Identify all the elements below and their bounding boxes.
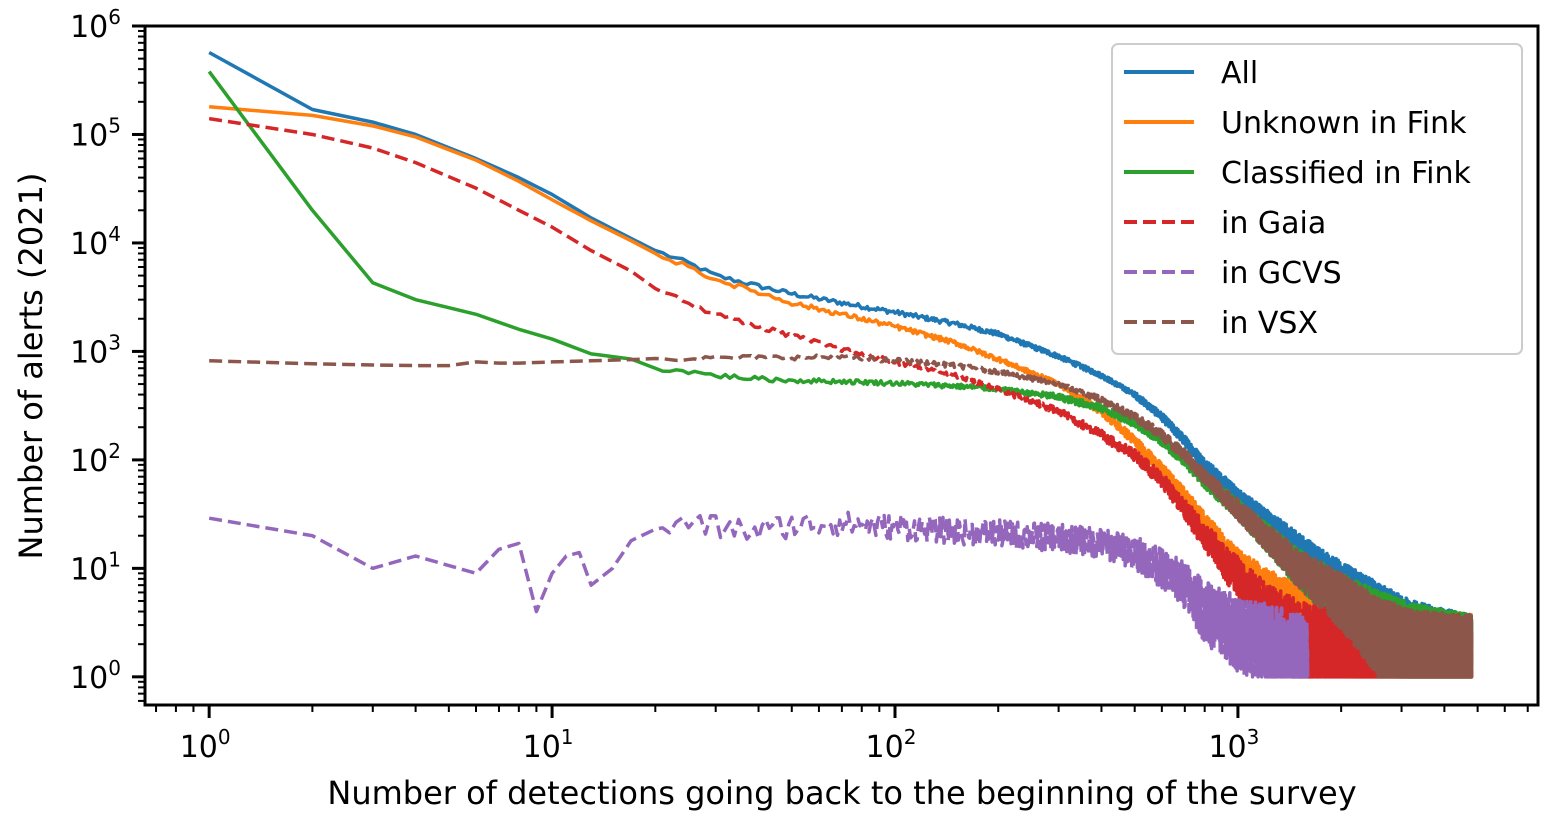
legend-frame: [1111, 43, 1523, 355]
x-tick-label: 102: [866, 725, 917, 765]
x-tick-label: 100: [180, 725, 231, 765]
legend-label: Classified in Fink: [1221, 156, 1472, 191]
series-layer: [207, 50, 1474, 679]
x-tick-label: 101: [523, 725, 574, 765]
legend: All Unknown in Fink Classified in Fink in G…: [1111, 43, 1523, 355]
x-axis-title: Number of detections going back to the b…: [327, 774, 1356, 812]
y-axis-title: Number of alerts (2021): [12, 173, 50, 560]
y-tick-label: 105: [70, 113, 121, 153]
y-tick-label: 104: [70, 222, 121, 262]
legend-label: Unknown in Fink: [1221, 106, 1467, 141]
x-tick-label: 103: [1208, 725, 1259, 765]
legend-label: in GCVS: [1221, 256, 1342, 291]
y-tick-label: 100: [70, 656, 121, 696]
x-axis: 100 101 102 103: [155, 705, 1529, 765]
y-axis: 100 101 102 103 104 105 106: [70, 5, 145, 702]
series-line-in-gcvs: [208, 510, 1310, 679]
series-line-in-vsx: [209, 353, 1474, 679]
y-tick-label: 103: [70, 330, 121, 370]
legend-label: in Gaia: [1221, 206, 1326, 241]
legend-label: in VSX: [1221, 306, 1318, 341]
legend-label: All: [1221, 56, 1258, 91]
y-tick-label: 101: [70, 547, 121, 587]
y-tick-label: 106: [70, 5, 121, 45]
y-tick-label: 102: [70, 439, 121, 479]
